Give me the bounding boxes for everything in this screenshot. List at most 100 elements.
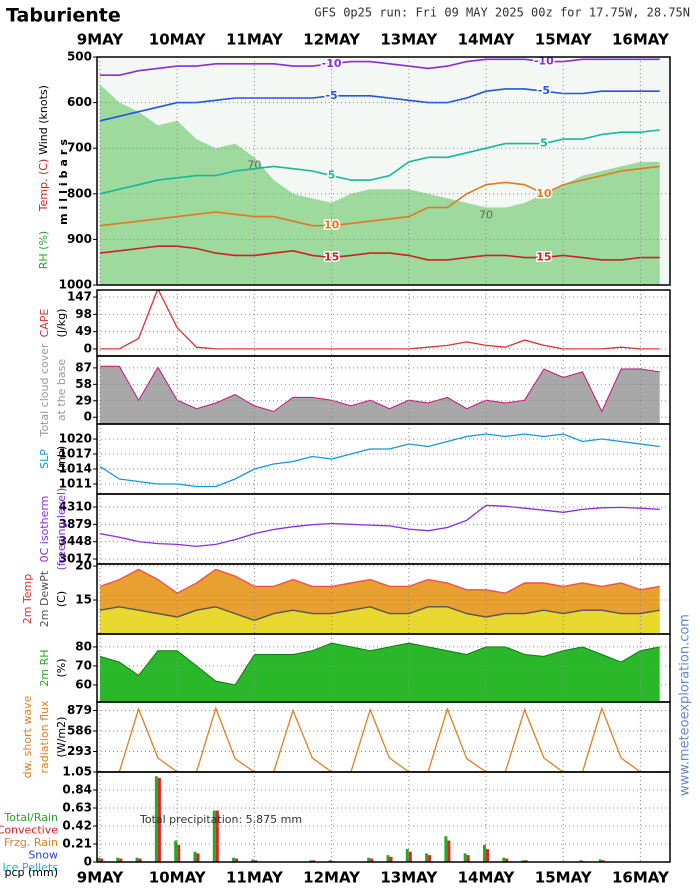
x-tick-label: 9MAY [77,31,125,49]
rh-label: 70 [479,208,493,221]
panel-frame [96,701,671,773]
bar [463,853,467,862]
x-tick-label: 10MAY [149,869,207,887]
y-tick-label: 900 [67,232,92,246]
bar [389,856,393,862]
bar [312,860,316,862]
y-axis-label: 2m RH [38,649,51,686]
chart-subtitle: GFS 0p25 run: Fri 09 MAY 2025 00z for 17… [314,6,690,20]
panel-frame [96,289,671,357]
y-axis-label: dw. short wave [21,695,34,778]
series-line [99,642,660,686]
y-axis-label: Temp. (C) [37,159,50,213]
panel [100,290,660,350]
series-line [99,433,660,488]
y-tick-label: 0.21 [62,837,92,851]
panel-frame [96,771,671,863]
y-tick-label: 20 [75,559,92,573]
bar [232,857,236,862]
bar [444,836,448,862]
bar [524,860,528,862]
bar [521,860,525,862]
y-tick-label: 879 [67,703,92,717]
y-axis-label: (J/kg) [55,309,68,338]
y-tick-label: 58 [75,377,92,391]
panel [100,365,660,424]
series-line [99,606,660,622]
y-tick-label: 3879 [59,517,92,531]
chart-title: Taburiente [6,5,121,27]
bar [196,853,200,862]
bar [135,857,139,862]
x-tick-label: 12MAY [303,31,361,49]
y-tick-label: 3017 [59,552,92,566]
x-tick-label: 13MAY [380,31,438,49]
series-area [100,643,660,702]
bar [386,855,390,862]
y-tick-label: 4310 [59,500,92,514]
y-tick-label: 1020 [59,432,92,446]
isotherm-label: 10 [536,187,552,200]
y-axis-label: RH (%) [37,231,50,269]
bar [408,851,412,862]
bar [466,855,470,862]
panel [99,504,660,548]
y-tick-label: 600 [67,95,92,109]
y-tick-label: 0.42 [62,819,92,833]
x-tick-label: 11MAY [226,31,284,49]
bar [486,849,489,862]
y-tick-label: 1000 [59,278,92,292]
y-axis-label: (C) [55,591,68,607]
y-tick-label: 3448 [59,534,92,548]
isotherm-label: -10 [534,55,554,68]
x-tick-label: 9MAY [77,869,125,887]
legend-entry: Frzg. Rain [4,836,58,849]
y-tick-label: 15 [75,593,92,607]
series-line [100,365,660,413]
y-tick-label: 60 [75,677,92,691]
x-tick-label: 16MAY [612,869,670,887]
y-tick-label: 70 [75,658,92,672]
bar [425,853,429,862]
y-tick-label: 1017 [59,447,92,461]
isotherm-label: 5 [540,137,548,150]
y-axis-label: 2m Temp [21,574,34,625]
x-tick-label: 12MAY [303,869,361,887]
series-line [100,290,660,350]
y-tick-label: 29 [75,393,92,407]
bar [154,776,158,862]
watermark: www.meteoexploration.com [678,614,693,796]
y-tick-label: 0 [84,855,92,869]
isotherm-label: 5 [328,169,336,182]
bar [251,859,255,862]
x-tick-label: 14MAY [458,869,516,887]
x-tick-label: 15MAY [535,869,593,887]
series-line [100,706,660,772]
bar [235,858,239,862]
isotherm-label: -5 [538,84,550,97]
bar [505,858,509,862]
bar [174,840,178,862]
series-line [99,504,660,548]
isotherm [100,58,660,76]
y-axis-label: Wind (knots) [37,85,50,155]
bar [367,857,371,862]
y-tick-label: 800 [67,186,92,200]
isotherm [99,165,660,227]
y-axis-label: Total cloud cover [38,343,51,438]
y-axis-label: pcp (mm) [4,866,58,879]
legend-entry: Convective [0,824,58,837]
bar [483,844,486,862]
bar [405,849,409,862]
bar [177,844,181,862]
y-tick-label: 49 [75,324,92,338]
isotherm [99,245,660,261]
bar [119,858,123,862]
y-axis-label: millibars [57,135,70,225]
y-axis-label: (%) [55,658,68,677]
panel [99,568,660,634]
isotherm [99,129,660,195]
y-tick-label: 0 [84,341,92,355]
panel [99,433,660,488]
